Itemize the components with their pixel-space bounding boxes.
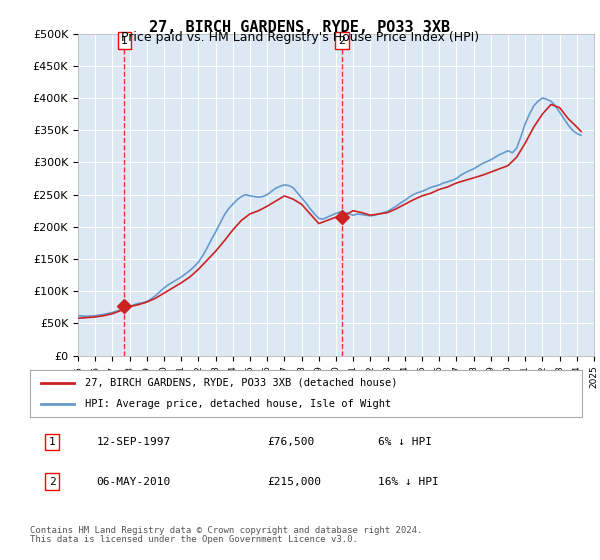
Text: Price paid vs. HM Land Registry's House Price Index (HPI): Price paid vs. HM Land Registry's House … bbox=[121, 31, 479, 44]
Text: Contains HM Land Registry data © Crown copyright and database right 2024.: Contains HM Land Registry data © Crown c… bbox=[30, 526, 422, 535]
Text: 12-SEP-1997: 12-SEP-1997 bbox=[96, 437, 170, 447]
Text: 2: 2 bbox=[338, 35, 346, 45]
Text: 1: 1 bbox=[121, 35, 128, 45]
Text: 16% ↓ HPI: 16% ↓ HPI bbox=[378, 477, 439, 487]
Text: 27, BIRCH GARDENS, RYDE, PO33 3XB: 27, BIRCH GARDENS, RYDE, PO33 3XB bbox=[149, 20, 451, 35]
Text: £215,000: £215,000 bbox=[268, 477, 322, 487]
Text: HPI: Average price, detached house, Isle of Wight: HPI: Average price, detached house, Isle… bbox=[85, 399, 391, 409]
Text: This data is licensed under the Open Government Licence v3.0.: This data is licensed under the Open Gov… bbox=[30, 535, 358, 544]
Text: 06-MAY-2010: 06-MAY-2010 bbox=[96, 477, 170, 487]
Text: £76,500: £76,500 bbox=[268, 437, 314, 447]
Text: 2: 2 bbox=[49, 477, 55, 487]
Text: 6% ↓ HPI: 6% ↓ HPI bbox=[378, 437, 432, 447]
Text: 1: 1 bbox=[49, 437, 55, 447]
Text: 27, BIRCH GARDENS, RYDE, PO33 3XB (detached house): 27, BIRCH GARDENS, RYDE, PO33 3XB (detac… bbox=[85, 378, 398, 388]
